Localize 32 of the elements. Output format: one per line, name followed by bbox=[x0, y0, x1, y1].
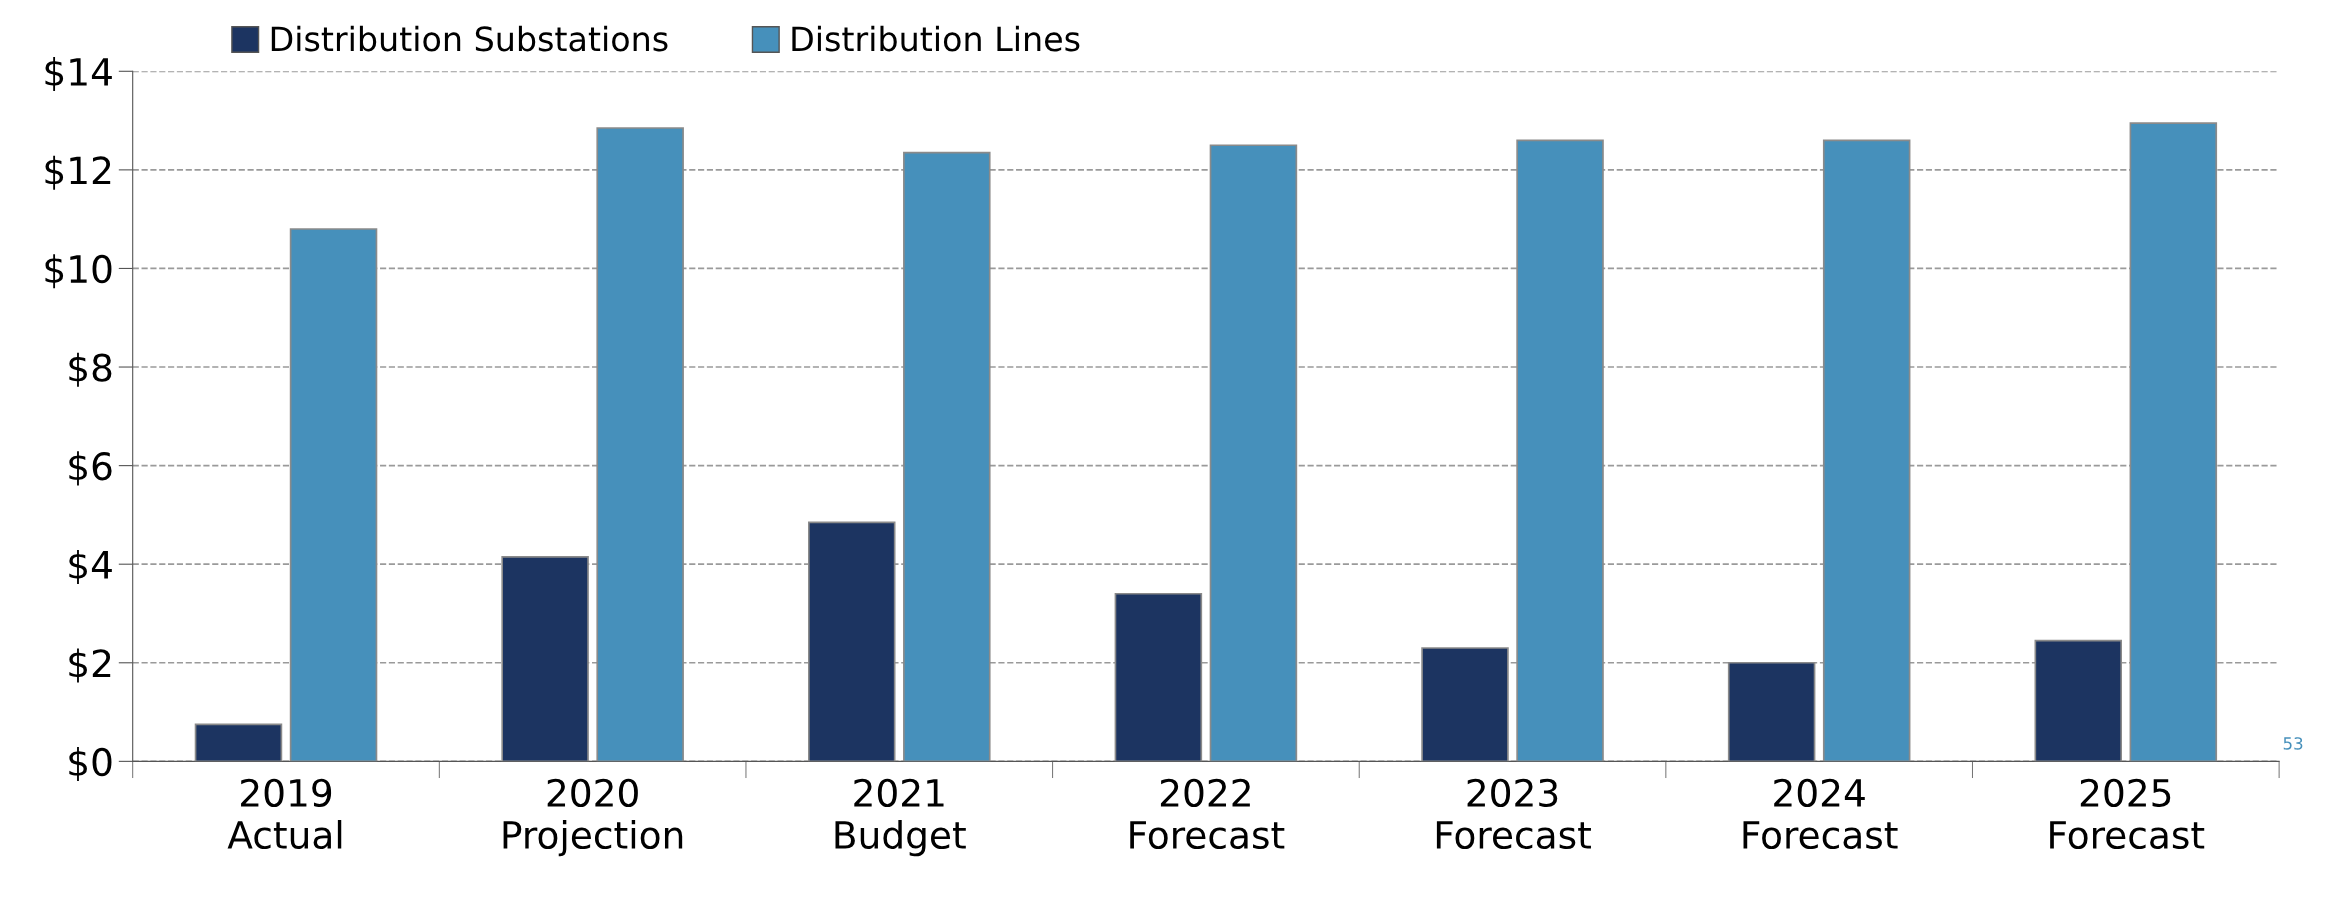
text: 53 bbox=[2283, 737, 2303, 750]
bar bbox=[501, 555, 589, 762]
x-tick-label: 2020 Projection bbox=[503, 778, 683, 857]
bar bbox=[903, 151, 991, 762]
y-tick-label: $0 bbox=[69, 747, 112, 782]
bar bbox=[289, 228, 378, 762]
x-tick-label: 2025 Forecast bbox=[2050, 778, 2205, 850]
legend-label: Distribution Substations bbox=[271, 25, 668, 52]
bar bbox=[1421, 647, 1509, 762]
bar bbox=[1516, 139, 1604, 762]
y-tick-label: $6 bbox=[69, 451, 112, 486]
bar bbox=[596, 127, 684, 762]
y-tick-label: $4 bbox=[69, 549, 112, 584]
y-tick-label: $8 bbox=[69, 352, 112, 387]
y-tick-label: $10 bbox=[45, 254, 112, 289]
bar bbox=[807, 521, 896, 762]
y-tick-label: $12 bbox=[45, 155, 111, 190]
bar bbox=[1209, 144, 1298, 762]
bar bbox=[194, 723, 283, 762]
x-tick-label: 2023 Forecast bbox=[1436, 778, 1591, 850]
x-tick-label: 2021 Budget bbox=[835, 778, 966, 857]
x-tick-label: 2024 Forecast bbox=[1743, 778, 1898, 850]
y-tick-label: $14 bbox=[45, 57, 112, 92]
x-tick-label: 2019 Actual bbox=[227, 778, 342, 850]
bar bbox=[1114, 592, 1203, 762]
bar bbox=[2129, 122, 2218, 762]
y-tick-label: $2 bbox=[69, 648, 111, 683]
bar bbox=[1822, 139, 1911, 762]
legend-label: Distribution Lines bbox=[792, 25, 1080, 52]
bar bbox=[1727, 661, 1816, 762]
bar bbox=[2034, 639, 2123, 762]
x-tick-label: 2022 Forecast bbox=[1130, 778, 1285, 850]
